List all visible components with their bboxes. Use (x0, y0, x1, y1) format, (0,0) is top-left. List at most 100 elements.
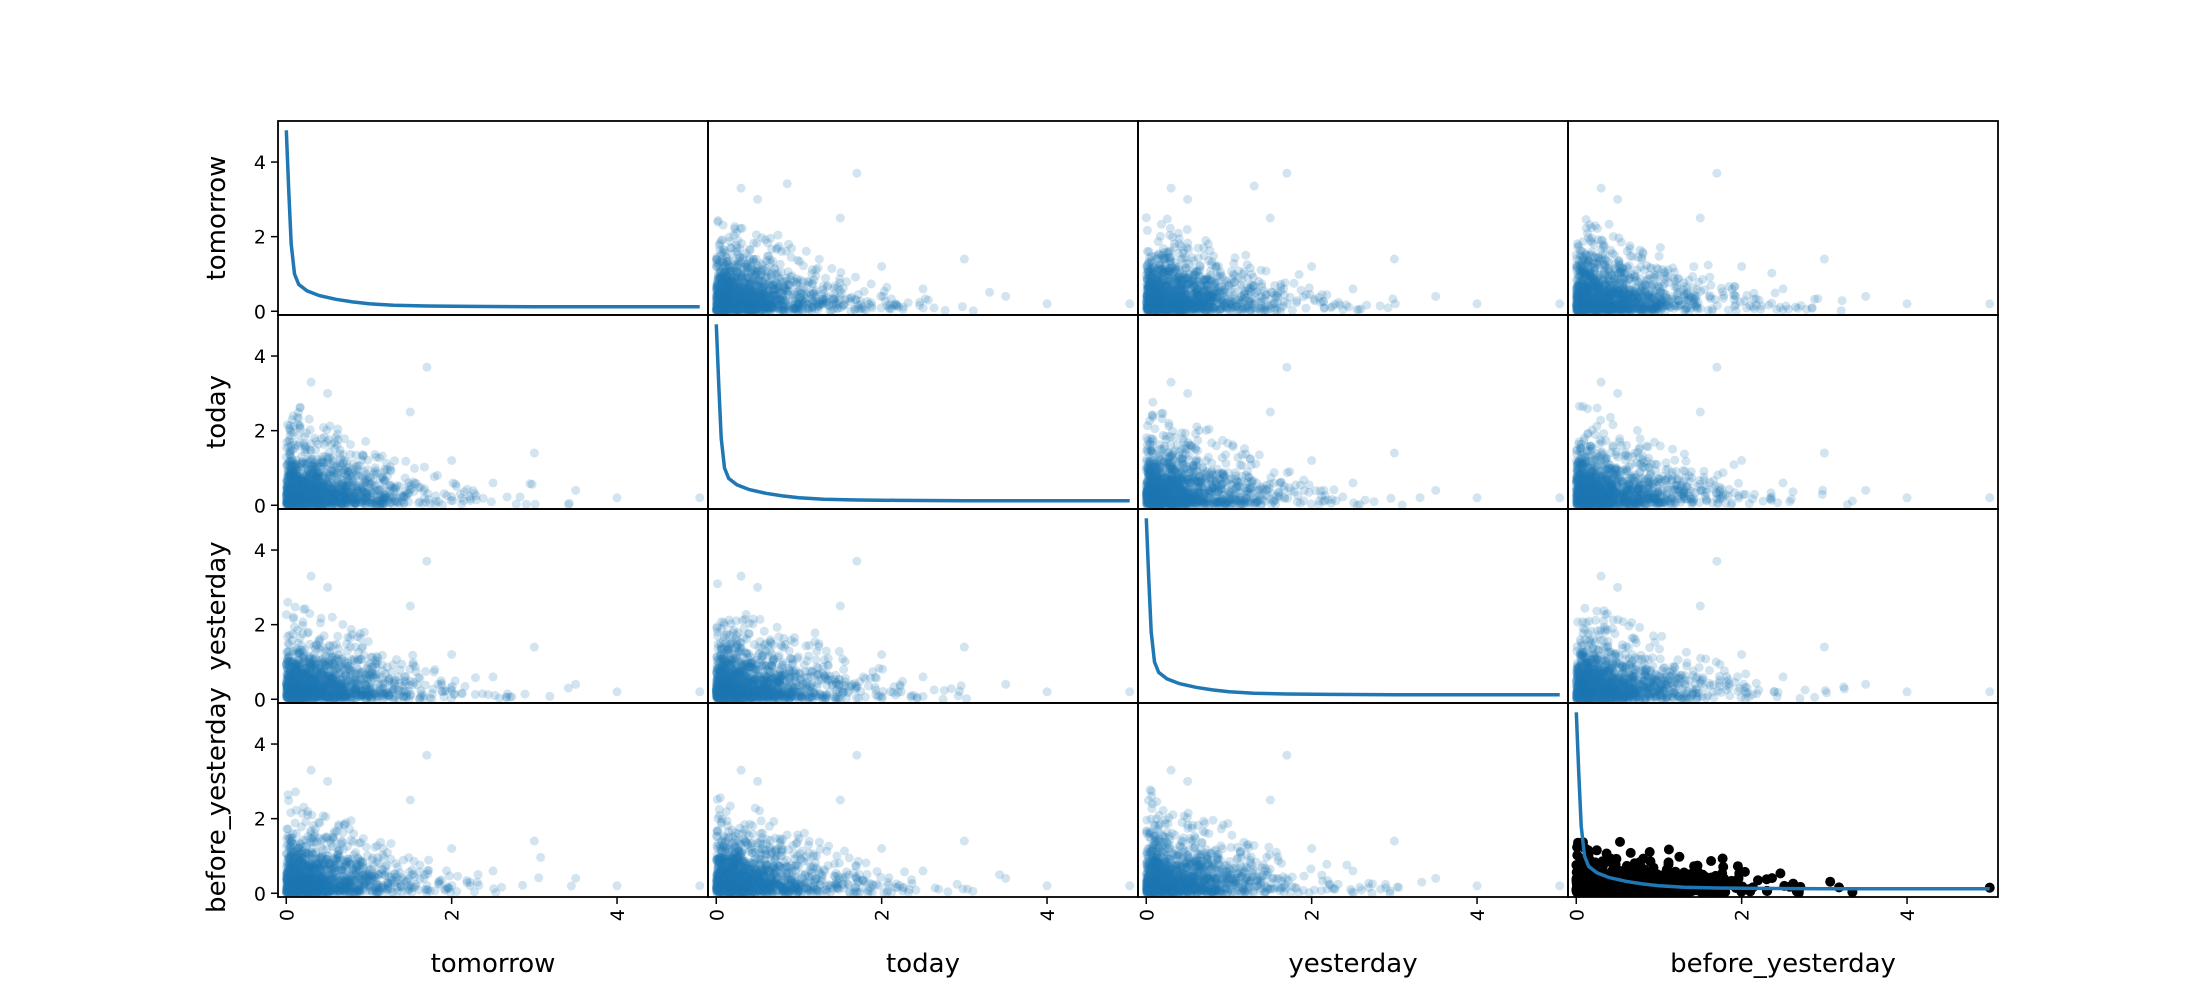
scatter-point (715, 294, 725, 304)
scatter-point (712, 304, 722, 314)
scatter-point (1206, 270, 1216, 280)
scatter-point (719, 305, 729, 315)
scatter-point (1195, 301, 1205, 310)
scatter-point (851, 295, 861, 305)
scatter-point (1182, 273, 1192, 283)
scatter-point (818, 296, 828, 306)
scatter-point (852, 168, 862, 178)
scatter-point (1580, 272, 1590, 282)
scatter-point (726, 243, 736, 253)
scatter-point (1718, 293, 1728, 303)
scatter-point (1156, 293, 1166, 303)
scatter-point (1171, 278, 1181, 288)
scatter-point (1182, 243, 1192, 253)
scatter-point (1208, 280, 1218, 290)
scatter-point (724, 304, 734, 314)
scatter-point (725, 300, 735, 310)
scatter-point (776, 277, 786, 287)
scatter-point (1162, 292, 1172, 302)
scatter-point (717, 278, 727, 288)
scatter-point (1161, 303, 1171, 313)
scatter-point (1200, 281, 1210, 291)
scatter-point (1158, 253, 1168, 263)
scatter-point (723, 281, 733, 291)
scatter-point (821, 293, 831, 303)
scatter-point (1689, 262, 1699, 272)
scatter-point (1178, 282, 1188, 292)
scatter-point (726, 290, 735, 300)
scatter-point (736, 281, 746, 291)
scatter-point (785, 280, 795, 290)
scatter-point (723, 260, 733, 270)
scatter-point (1194, 277, 1203, 287)
scatter-point (726, 278, 736, 288)
scatter-point (737, 300, 747, 310)
scatter-point (719, 297, 729, 307)
scatter-point (1144, 294, 1154, 304)
scatter-point (789, 290, 799, 300)
scatter-point (1211, 262, 1221, 272)
scatter-point (1152, 296, 1162, 306)
scatter-point (1172, 304, 1182, 314)
scatter-point (1191, 288, 1201, 297)
scatter-point (835, 274, 845, 284)
scatter-point (1163, 291, 1173, 301)
scatter-point (738, 295, 748, 305)
scatter-point (763, 285, 773, 295)
scatter-point (1230, 298, 1240, 308)
scatter-point (1179, 298, 1189, 308)
scatter-point (751, 286, 761, 296)
scatter-point (743, 292, 753, 302)
scatter-point (1156, 277, 1166, 287)
scatter-point (867, 301, 877, 311)
scatter-point (846, 294, 856, 304)
scatter-point (1155, 305, 1165, 315)
scatter-point (716, 265, 726, 275)
scatter-point (766, 295, 776, 304)
scatter-point (1205, 291, 1215, 301)
scatter-point (1164, 267, 1174, 277)
scatter-point (1176, 286, 1186, 296)
scatter-point (723, 281, 733, 291)
scatter-point (1202, 290, 1212, 300)
scatter-point (1145, 303, 1155, 313)
scatter-point (755, 296, 765, 306)
scatter-point (744, 276, 754, 286)
scatter-point (738, 294, 748, 304)
scatter-point (723, 304, 733, 314)
scatter-point (1160, 304, 1170, 314)
scatter-point (1319, 303, 1329, 313)
scatter-point (1144, 304, 1154, 313)
scatter-point (722, 278, 732, 288)
scatter-point (743, 298, 753, 308)
scatter-point (1177, 291, 1187, 301)
scatter-point (1171, 305, 1181, 315)
scatter-point (1181, 263, 1191, 273)
scatter-point (1195, 261, 1205, 271)
scatter-point (1143, 294, 1153, 304)
scatter-point (723, 292, 733, 302)
scatter-point (718, 286, 728, 296)
scatter-point (1159, 268, 1169, 278)
scatter-point (1164, 275, 1174, 285)
scatter-point (1155, 303, 1164, 313)
scatter-point (733, 282, 743, 292)
scatter-point (1147, 272, 1157, 282)
scatter-point (1153, 278, 1163, 288)
scatter-point (818, 285, 828, 295)
scatter-point (1165, 256, 1175, 266)
scatter-point (1159, 295, 1169, 305)
scatter-point (1174, 304, 1183, 314)
scatter-point (719, 269, 729, 279)
scatter-point (715, 288, 725, 298)
scatter-point (1654, 251, 1664, 261)
scatter-point (1175, 300, 1185, 310)
scatter-point (769, 291, 779, 301)
scatter-point (1149, 301, 1159, 311)
scatter-point (1164, 305, 1174, 315)
scatter-point (754, 301, 764, 310)
scatter-point (838, 300, 848, 310)
scatter-point (1214, 287, 1224, 297)
scatter-point (1150, 291, 1160, 301)
scatter-point (798, 301, 808, 311)
